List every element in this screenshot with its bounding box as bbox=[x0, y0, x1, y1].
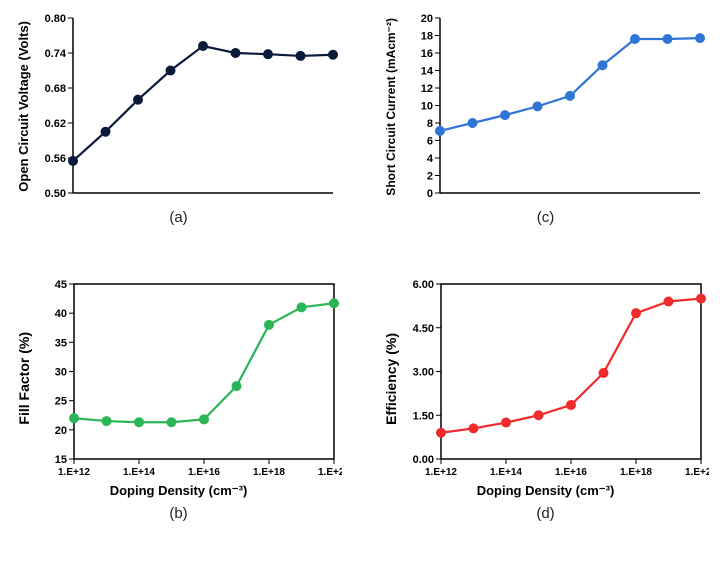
svg-text:15: 15 bbox=[54, 454, 66, 466]
chart-a: 0.50 0.56 0.62 0.68 0.74 0.80 bbox=[35, 10, 341, 203]
caption-b: (b) bbox=[169, 505, 187, 522]
svg-text:16: 16 bbox=[420, 48, 432, 60]
svg-text:4: 4 bbox=[426, 153, 433, 165]
svg-text:14: 14 bbox=[420, 66, 433, 78]
chart-wrap-b: Fill Factor (%) 15 20 25 30 35 40 45 1.E+12 1.E+1… bbox=[16, 276, 342, 481]
svg-text:3.00: 3.00 bbox=[412, 367, 433, 379]
xlabel-b: Doping Density (cm⁻³) bbox=[110, 483, 248, 499]
svg-text:0: 0 bbox=[426, 188, 432, 200]
ylabel-a: Open Circuit Voltage (Volts) bbox=[16, 21, 31, 192]
svg-text:40: 40 bbox=[54, 308, 66, 320]
svg-text:10: 10 bbox=[420, 101, 432, 113]
svg-text:1.50: 1.50 bbox=[412, 410, 433, 422]
svg-text:1.E+12: 1.E+12 bbox=[425, 467, 457, 478]
svg-text:1.E+20: 1.E+20 bbox=[685, 467, 709, 478]
ylabel-c: Short Circuit Current (mAcm⁻²) bbox=[384, 18, 398, 196]
svg-text:35: 35 bbox=[54, 337, 66, 349]
panel-b: Fill Factor (%) 15 20 25 30 35 40 45 1.E+12 1.E+1… bbox=[10, 276, 347, 522]
chart-wrap-d: Efficiency (%) 0.00 1.50 3.00 4.50 6.00 1.E+12… bbox=[383, 276, 709, 481]
svg-text:1.E+14: 1.E+14 bbox=[123, 467, 155, 478]
svg-text:1.E+18: 1.E+18 bbox=[620, 467, 652, 478]
xlabel-d: Doping Density (cm⁻³) bbox=[477, 483, 615, 499]
svg-text:25: 25 bbox=[54, 396, 66, 408]
svg-text:45: 45 bbox=[54, 279, 66, 291]
svg-text:30: 30 bbox=[54, 367, 66, 379]
svg-text:0.74: 0.74 bbox=[45, 48, 67, 60]
chart-d: 0.00 1.50 3.00 4.50 6.00 1.E+12 1.E+14 1.E+16 1.… bbox=[403, 276, 709, 481]
caption-a: (a) bbox=[169, 209, 187, 226]
svg-text:2: 2 bbox=[426, 171, 432, 183]
svg-text:1.E+16: 1.E+16 bbox=[188, 467, 220, 478]
chart-b: 15 20 25 30 35 40 45 1.E+12 1.E+14 1.E+16 1.E+18 1.… bbox=[36, 276, 342, 481]
svg-text:1.E+16: 1.E+16 bbox=[555, 467, 587, 478]
panel-c: Short Circuit Current (mAcm⁻²) 0 2 4 6 8 10 12 1… bbox=[377, 10, 714, 256]
svg-text:0.56: 0.56 bbox=[45, 153, 66, 165]
chart-wrap-a: Open Circuit Voltage (Volts) 0.50 0.56 0.62… bbox=[16, 10, 341, 203]
svg-text:4.50: 4.50 bbox=[412, 323, 433, 335]
svg-text:20: 20 bbox=[54, 425, 66, 437]
svg-text:0.80: 0.80 bbox=[45, 13, 66, 25]
svg-text:1.E+18: 1.E+18 bbox=[253, 467, 285, 478]
caption-d: (d) bbox=[536, 505, 554, 522]
svg-text:1.E+14: 1.E+14 bbox=[490, 467, 522, 478]
svg-text:0.68: 0.68 bbox=[45, 83, 66, 95]
svg-text:18: 18 bbox=[420, 31, 432, 43]
svg-text:0.00: 0.00 bbox=[412, 454, 433, 466]
svg-text:20: 20 bbox=[420, 13, 432, 25]
panel-a: Open Circuit Voltage (Volts) 0.50 0.56 0.62… bbox=[10, 10, 347, 256]
chart-grid: Open Circuit Voltage (Volts) 0.50 0.56 0.62… bbox=[10, 10, 714, 522]
svg-text:0.62: 0.62 bbox=[45, 118, 66, 130]
svg-text:8: 8 bbox=[426, 118, 432, 130]
chart-c: 0 2 4 6 8 10 12 14 16 18 20 bbox=[402, 10, 708, 203]
svg-text:1.E+12: 1.E+12 bbox=[58, 467, 90, 478]
svg-text:6.00: 6.00 bbox=[412, 279, 433, 291]
caption-c: (c) bbox=[537, 209, 555, 226]
ylabel-d: Efficiency (%) bbox=[383, 333, 399, 425]
ylabel-b: Fill Factor (%) bbox=[16, 332, 32, 425]
svg-text:1.E+20: 1.E+20 bbox=[318, 467, 342, 478]
panel-d: Efficiency (%) 0.00 1.50 3.00 4.50 6.00 1.E+12… bbox=[377, 276, 714, 522]
svg-text:0.50: 0.50 bbox=[45, 188, 66, 200]
svg-text:12: 12 bbox=[420, 83, 432, 95]
chart-wrap-c: Short Circuit Current (mAcm⁻²) 0 2 4 6 8 10 12 1… bbox=[384, 10, 708, 203]
svg-text:6: 6 bbox=[426, 136, 432, 148]
